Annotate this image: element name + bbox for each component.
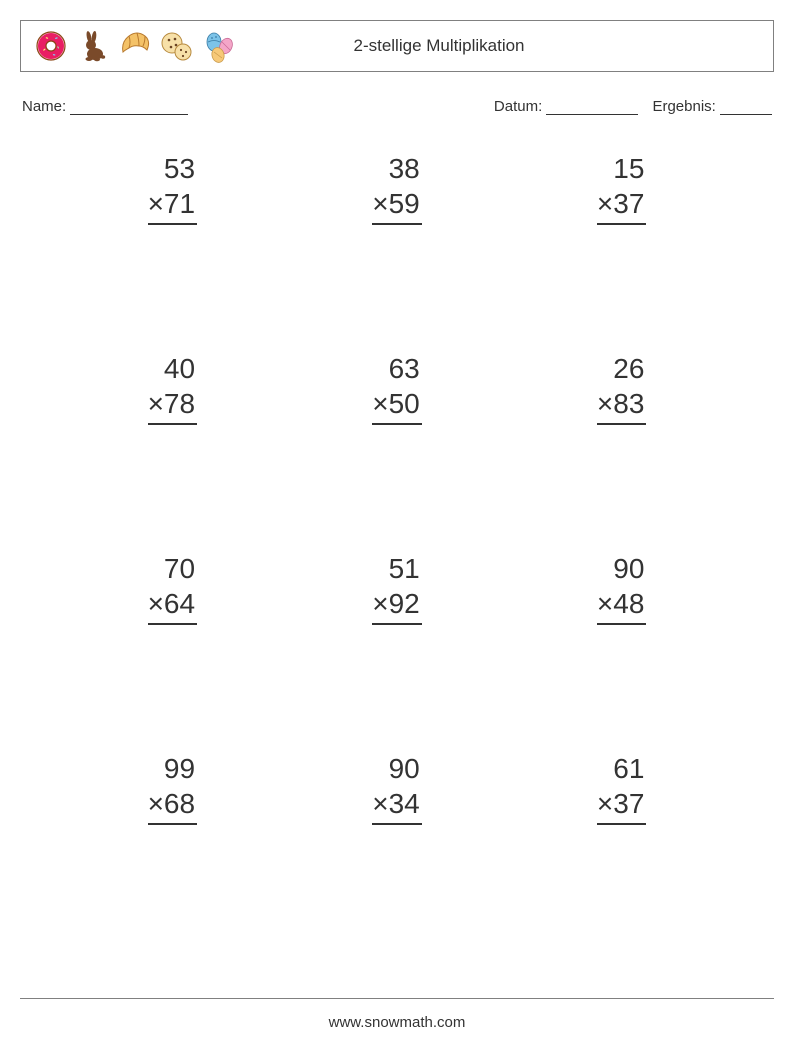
- multiplicand: 70: [148, 551, 198, 586]
- multiplication-problem: 90×48: [597, 551, 647, 625]
- multiplication-problem: 61×37: [597, 751, 647, 825]
- multiplication-problem: 90×34: [372, 751, 422, 825]
- multiplication-problem: 63×50: [372, 351, 422, 425]
- problem-cell: 61×37: [509, 745, 734, 945]
- multiplier-row: ×50: [372, 386, 422, 425]
- worksheet-title: 2-stellige Multiplikation: [237, 36, 761, 56]
- name-blank: [70, 100, 188, 115]
- date-blank: [546, 100, 638, 115]
- operator: ×: [597, 388, 613, 419]
- multiplier: 78: [164, 388, 195, 419]
- problem-cell: 26×83: [509, 345, 734, 545]
- problem-cell: 90×34: [285, 745, 510, 945]
- problem-cell: 63×50: [285, 345, 510, 545]
- multiplier: 34: [389, 788, 420, 819]
- problems-grid: 53×7138×5915×3740×7863×5026×8370×6451×92…: [20, 145, 774, 945]
- multiplication-problem: 70×64: [148, 551, 198, 625]
- multiplicand: 38: [372, 151, 422, 186]
- problem-cell: 70×64: [60, 545, 285, 745]
- multiplicand: 53: [148, 151, 198, 186]
- multiplicand: 40: [148, 351, 198, 386]
- donut-icon: [33, 28, 69, 64]
- multiplication-problem: 40×78: [148, 351, 198, 425]
- operator: ×: [597, 188, 613, 219]
- problem-cell: 40×78: [60, 345, 285, 545]
- multiplier: 92: [389, 588, 420, 619]
- problem-cell: 53×71: [60, 145, 285, 345]
- multiplier: 37: [613, 188, 644, 219]
- multiplier-row: ×92: [372, 586, 422, 625]
- info-line: Name: Datum: Ergebnis:: [20, 98, 774, 115]
- operator: ×: [148, 588, 164, 619]
- bunny-icon: [75, 28, 111, 64]
- footer-divider: [20, 998, 774, 999]
- multiplication-problem: 15×37: [597, 151, 647, 225]
- multiplication-problem: 38×59: [372, 151, 422, 225]
- multiplier-row: ×64: [148, 586, 198, 625]
- multiplicand: 61: [597, 751, 647, 786]
- operator: ×: [372, 588, 388, 619]
- operator: ×: [148, 188, 164, 219]
- multiplier: 59: [389, 188, 420, 219]
- multiplier-row: ×37: [597, 186, 647, 225]
- multiplier-row: ×59: [372, 186, 422, 225]
- problem-cell: 90×48: [509, 545, 734, 745]
- multiplier-row: ×71: [148, 186, 198, 225]
- multiplicand: 15: [597, 151, 647, 186]
- multiplication-problem: 53×71: [148, 151, 198, 225]
- operator: ×: [148, 388, 164, 419]
- multiplicand: 90: [597, 551, 647, 586]
- multiplier-row: ×68: [148, 786, 198, 825]
- problem-cell: 99×68: [60, 745, 285, 945]
- eggs-icon: [201, 28, 237, 64]
- header-box: 2-stellige Multiplikation: [20, 20, 774, 72]
- problem-cell: 15×37: [509, 145, 734, 345]
- multiplicand: 26: [597, 351, 647, 386]
- multiplier: 68: [164, 788, 195, 819]
- multiplier: 64: [164, 588, 195, 619]
- cookies-icon: [159, 28, 195, 64]
- result-blank: [720, 100, 772, 115]
- croissant-icon: [117, 28, 153, 64]
- problem-cell: 51×92: [285, 545, 510, 745]
- multiplicand: 90: [372, 751, 422, 786]
- operator: ×: [372, 788, 388, 819]
- multiplication-problem: 99×68: [148, 751, 198, 825]
- header-icons: [33, 28, 237, 64]
- operator: ×: [597, 588, 613, 619]
- multiplier: 48: [613, 588, 644, 619]
- multiplier-row: ×83: [597, 386, 647, 425]
- multiplier-row: ×37: [597, 786, 647, 825]
- operator: ×: [597, 788, 613, 819]
- multiplicand: 63: [372, 351, 422, 386]
- multiplication-problem: 26×83: [597, 351, 647, 425]
- multiplication-problem: 51×92: [372, 551, 422, 625]
- problem-cell: 38×59: [285, 145, 510, 345]
- multiplier: 71: [164, 188, 195, 219]
- multiplier-row: ×34: [372, 786, 422, 825]
- multiplier-row: ×48: [597, 586, 647, 625]
- multiplier: 50: [389, 388, 420, 419]
- operator: ×: [372, 188, 388, 219]
- date-label: Datum:: [494, 98, 542, 115]
- operator: ×: [148, 788, 164, 819]
- multiplicand: 51: [372, 551, 422, 586]
- multiplier: 83: [613, 388, 644, 419]
- footer-text: www.snowmath.com: [0, 1014, 794, 1031]
- name-label: Name:: [22, 98, 66, 115]
- multiplier: 37: [613, 788, 644, 819]
- result-label: Ergebnis:: [652, 98, 715, 115]
- multiplicand: 99: [148, 751, 198, 786]
- multiplier-row: ×78: [148, 386, 198, 425]
- operator: ×: [372, 388, 388, 419]
